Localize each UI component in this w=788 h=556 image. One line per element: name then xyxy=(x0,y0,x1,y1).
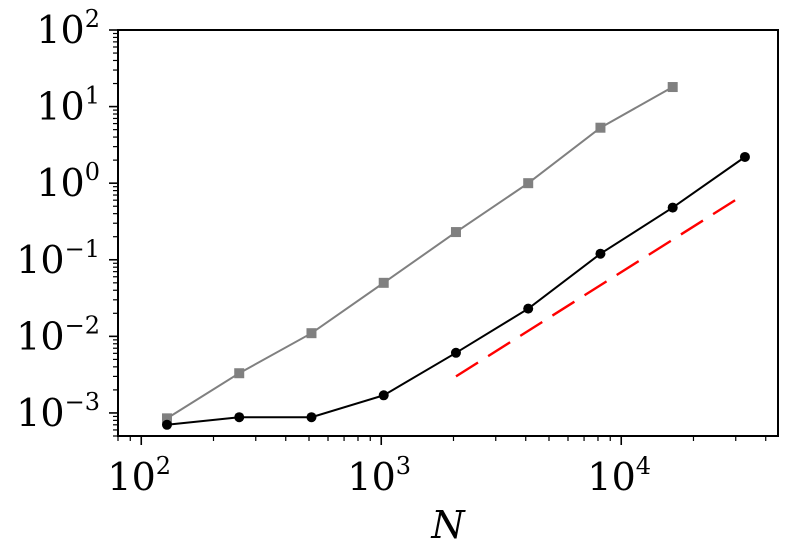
x-tick-label: 103 xyxy=(347,452,411,499)
series-line xyxy=(166,86,674,420)
x-tick-label: 104 xyxy=(587,452,651,499)
series-3 xyxy=(455,193,746,378)
data-point-circle xyxy=(595,248,606,259)
data-point-circle xyxy=(667,202,678,213)
x-axis-label: N xyxy=(430,503,466,547)
data-point-square xyxy=(523,178,534,189)
data-point-square xyxy=(378,277,389,288)
y-tick-label: 10−1 xyxy=(16,235,100,282)
data-point-square xyxy=(667,82,678,93)
data-point-square xyxy=(161,413,172,424)
y-tick-label: 102 xyxy=(36,5,100,52)
data-point-circle xyxy=(450,347,461,358)
data-point-square xyxy=(450,227,461,238)
data-point-square xyxy=(306,328,317,339)
tick-labels: 102 103 104 10−3 10−2 10−1 100 101 102 xyxy=(16,5,651,499)
data-point-circle xyxy=(378,390,389,401)
data-point-circle xyxy=(739,151,750,162)
data-point-square xyxy=(234,368,245,379)
x-tick-label: 102 xyxy=(107,452,171,499)
y-tick-label: 100 xyxy=(36,158,100,205)
plot-area xyxy=(117,29,779,437)
data-point-circle xyxy=(234,412,245,423)
data-point-circle xyxy=(161,419,172,430)
series-line xyxy=(455,193,746,378)
series-2 xyxy=(161,151,750,430)
series-1 xyxy=(161,82,678,424)
y-tick-label: 10−3 xyxy=(16,388,100,435)
series-layer xyxy=(161,82,750,430)
data-point-circle xyxy=(523,303,534,314)
ticks xyxy=(109,29,767,445)
y-tick-label: 10−2 xyxy=(16,311,100,358)
data-point-square xyxy=(595,122,606,133)
y-tick-label: 101 xyxy=(36,82,100,129)
data-point-circle xyxy=(306,412,317,423)
